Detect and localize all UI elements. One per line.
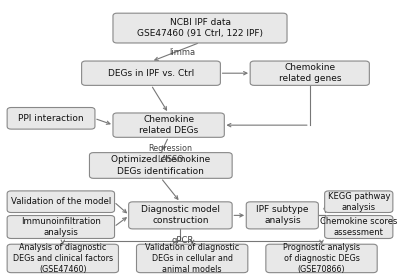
FancyBboxPatch shape xyxy=(113,13,287,43)
Text: NCBI IPF data
GSE47460 (91 Ctrl, 122 IPF): NCBI IPF data GSE47460 (91 Ctrl, 122 IPF… xyxy=(137,18,263,38)
FancyBboxPatch shape xyxy=(246,202,318,229)
Text: Chemokine
related DEGs: Chemokine related DEGs xyxy=(139,115,198,135)
Text: Optimized chemokine
DEGs identification: Optimized chemokine DEGs identification xyxy=(111,155,210,175)
Text: Validation of the model: Validation of the model xyxy=(11,197,111,206)
Text: Immunoinfiltration
analysis: Immunoinfiltration analysis xyxy=(21,217,101,237)
Text: IPF subtype
analysis: IPF subtype analysis xyxy=(256,205,308,225)
Text: limma: limma xyxy=(169,47,196,57)
Text: DEGs in IPF vs. Ctrl: DEGs in IPF vs. Ctrl xyxy=(108,69,194,78)
FancyBboxPatch shape xyxy=(82,61,220,85)
Text: KEGG pathway
analysis: KEGG pathway analysis xyxy=(328,192,390,212)
Text: Regression
LASSO: Regression LASSO xyxy=(149,144,193,164)
FancyBboxPatch shape xyxy=(113,113,224,137)
FancyBboxPatch shape xyxy=(136,244,248,273)
FancyBboxPatch shape xyxy=(7,107,95,129)
FancyBboxPatch shape xyxy=(266,244,377,273)
FancyBboxPatch shape xyxy=(250,61,369,85)
Text: Chemokine
related genes: Chemokine related genes xyxy=(278,63,341,83)
Text: PPI interaction: PPI interaction xyxy=(18,114,84,123)
Text: Diagnostic model
construction: Diagnostic model construction xyxy=(141,205,220,225)
Text: qPCR: qPCR xyxy=(171,236,194,245)
FancyBboxPatch shape xyxy=(129,202,232,229)
Text: Chemokine scores
assessment: Chemokine scores assessment xyxy=(320,217,398,237)
Text: Validation of diagnostic
DEGs in cellular and
animal models: Validation of diagnostic DEGs in cellula… xyxy=(145,243,239,274)
FancyBboxPatch shape xyxy=(325,191,393,213)
FancyBboxPatch shape xyxy=(325,215,393,239)
FancyBboxPatch shape xyxy=(7,215,114,239)
FancyBboxPatch shape xyxy=(90,153,232,178)
Text: Analysis of diagnostic
DEGs and clinical factors
(GSE47460): Analysis of diagnostic DEGs and clinical… xyxy=(13,243,113,274)
Text: Prognostic analysis
of diagnostic DEGs
(GSE70866): Prognostic analysis of diagnostic DEGs (… xyxy=(283,243,360,274)
FancyBboxPatch shape xyxy=(7,244,118,273)
FancyBboxPatch shape xyxy=(7,191,114,213)
